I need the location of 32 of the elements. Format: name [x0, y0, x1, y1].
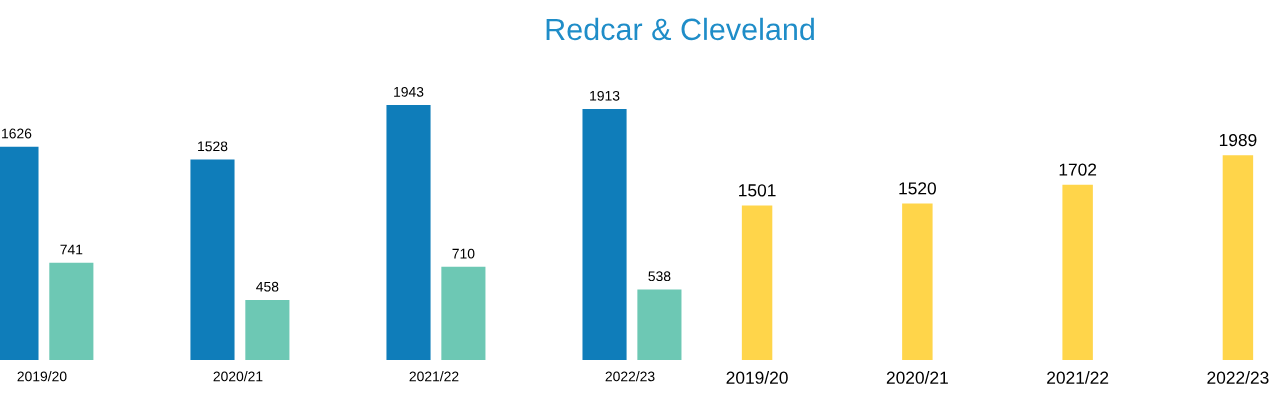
x-tick-label: 2022/23 [605, 371, 655, 382]
data-label: 1702 [1059, 163, 1097, 176]
data-label: 1501 [739, 184, 776, 197]
bar [741, 205, 773, 360]
x-tick-label: 2020/21 [886, 371, 948, 384]
bar [582, 109, 627, 360]
data-label: 1943 [394, 86, 424, 97]
bar [49, 262, 94, 360]
x-tick-label: 2021/22 [409, 371, 459, 382]
bar [190, 159, 235, 360]
x-tick-label: 2020/21 [213, 371, 263, 382]
data-label: 1520 [899, 182, 936, 195]
bar [386, 105, 431, 360]
x-tick-label: 2019/20 [17, 371, 67, 382]
chart-title: Redcar & Cleveland [546, 17, 814, 41]
data-label: 458 [256, 281, 279, 292]
data-label: 710 [452, 248, 475, 259]
data-label: 538 [648, 271, 671, 282]
bar [245, 299, 290, 360]
x-tick-label: 2019/20 [726, 371, 788, 384]
data-label: 1989 [1219, 133, 1257, 147]
bar [1062, 184, 1093, 360]
data-label: 1528 [198, 141, 228, 152]
bar [902, 203, 933, 360]
bar [637, 289, 682, 360]
data-label: 741 [60, 244, 83, 255]
x-tick-label: 2021/22 [1047, 371, 1109, 384]
data-label: 1626 [2, 128, 32, 139]
bar [1222, 155, 1254, 360]
bar [441, 266, 486, 360]
data-label: 1913 [590, 90, 620, 101]
x-tick-label: 2022/23 [1207, 371, 1269, 384]
